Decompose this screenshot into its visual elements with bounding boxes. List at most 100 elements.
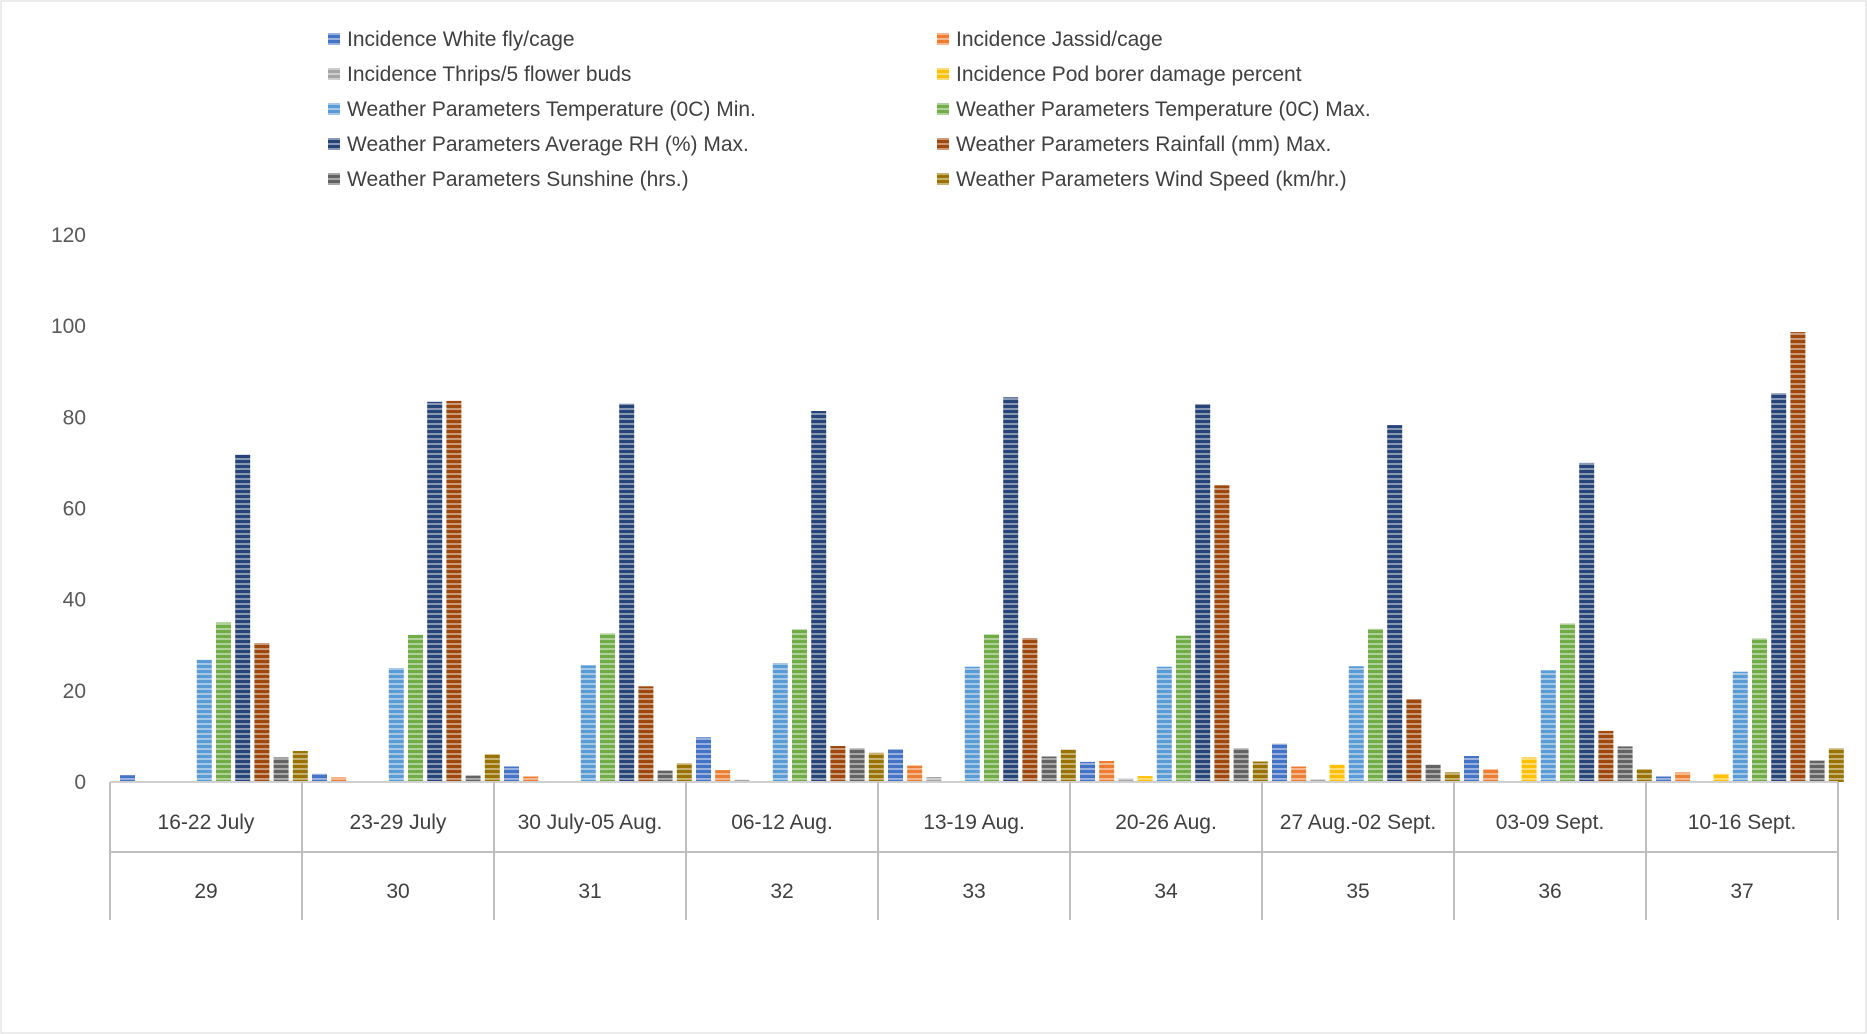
bar — [1041, 756, 1057, 782]
legend-swatch — [328, 33, 340, 45]
bar — [657, 770, 673, 782]
bar — [1060, 749, 1076, 782]
bar — [984, 634, 999, 782]
legend-label: Weather Parameters Wind Speed (km/hr.) — [956, 168, 1347, 191]
bar — [1387, 425, 1403, 782]
legend-entry: Weather Parameters Temperature (0C) Max. — [937, 98, 1371, 121]
legend-entry: Weather Parameters Sunshine (hrs.) — [328, 168, 689, 191]
bar — [1118, 778, 1134, 782]
bar — [830, 746, 846, 782]
bar — [1598, 730, 1614, 782]
bar — [772, 663, 788, 782]
bar — [1617, 746, 1633, 782]
bar — [446, 400, 462, 782]
legend-entry: Weather Parameters Wind Speed (km/hr.) — [937, 168, 1347, 191]
legend-label: Weather Parameters Temperature (0C) Min. — [347, 98, 756, 121]
bar — [1790, 332, 1806, 782]
legend-entry: Weather Parameters Temperature (0C) Min. — [328, 98, 756, 121]
bar — [1156, 666, 1172, 782]
bar — [696, 737, 711, 782]
bar — [1291, 766, 1307, 782]
bar — [1828, 748, 1844, 782]
bar — [734, 779, 750, 782]
bar — [254, 643, 270, 782]
bar — [1521, 757, 1537, 782]
legend-swatch — [328, 173, 340, 185]
x-week-label: 29 — [194, 880, 217, 903]
bar — [1732, 671, 1748, 782]
bar — [196, 659, 212, 782]
bar — [1483, 769, 1499, 782]
x-week-label: 37 — [1730, 880, 1753, 903]
bar — [1464, 756, 1479, 782]
bar — [1099, 761, 1115, 782]
bar — [1176, 635, 1191, 782]
bar — [504, 766, 519, 782]
bar — [523, 776, 539, 782]
bar — [1406, 699, 1422, 782]
bar — [1752, 638, 1767, 782]
bar — [408, 634, 423, 782]
y-tick-label: 40 — [63, 589, 86, 612]
legend-label: Incidence White fly/cage — [347, 28, 575, 51]
bar — [1233, 748, 1249, 782]
bar — [388, 668, 404, 782]
bar — [1080, 761, 1095, 782]
legend-swatch — [328, 68, 340, 80]
bar — [1310, 779, 1326, 782]
x-category-label: 27 Aug.-02 Sept. — [1280, 811, 1436, 834]
legend-swatch — [937, 173, 949, 185]
bar — [1540, 670, 1556, 782]
bar — [235, 454, 251, 782]
legend-swatch — [937, 138, 949, 150]
legend-entry: Weather Parameters Average RH (%) Max. — [328, 133, 749, 156]
bar — [292, 751, 308, 782]
bar — [1137, 776, 1153, 782]
bar — [926, 777, 942, 782]
x-week-label: 36 — [1538, 880, 1561, 903]
bar — [312, 773, 327, 782]
bar — [1560, 623, 1575, 782]
bar — [465, 775, 481, 782]
bar — [1713, 773, 1729, 782]
legend-swatch — [937, 68, 949, 80]
bar — [715, 770, 731, 782]
bar — [1272, 743, 1287, 782]
legend-entry: Incidence White fly/cage — [328, 28, 575, 51]
legend: Incidence White fly/cage Incidence Jassid… — [328, 28, 1371, 191]
legend-entry: Weather Parameters Rainfall (mm) Max. — [937, 133, 1331, 156]
x-category-label: 20-26 Aug. — [1115, 811, 1217, 834]
bar — [1809, 760, 1825, 782]
legend-label: Incidence Jassid/cage — [956, 28, 1163, 51]
bars — [120, 332, 1844, 782]
bar — [1252, 761, 1268, 782]
legend-swatch — [937, 33, 949, 45]
legend-label: Weather Parameters Rainfall (mm) Max. — [956, 133, 1331, 156]
x-axis: 16-22 July 29 23-29 July 30 30 July-05 Aug. 3… — [109, 781, 1839, 920]
bar — [1444, 772, 1460, 782]
legend-swatch — [937, 103, 949, 115]
y-tick-label: 60 — [63, 498, 86, 521]
x-week-label: 31 — [578, 880, 601, 903]
bar — [1425, 764, 1441, 782]
x-category-label: 30 July-05 Aug. — [518, 811, 663, 834]
legend-swatch — [328, 138, 340, 150]
y-tick-label: 20 — [63, 680, 86, 703]
y-axis: 0 20 40 60 80 100 120 — [51, 224, 86, 794]
bar — [427, 401, 443, 782]
legend-label: Weather Parameters Sunshine (hrs.) — [347, 168, 689, 191]
bar — [619, 403, 635, 782]
legend-label: Weather Parameters Temperature (0C) Max. — [956, 98, 1371, 121]
bar — [907, 765, 923, 782]
bar — [638, 686, 654, 782]
bar — [811, 411, 827, 782]
bar — [1214, 485, 1230, 782]
bar — [1003, 397, 1019, 782]
x-category-label: 23-29 July — [350, 811, 447, 834]
bar — [1579, 462, 1595, 782]
y-tick-label: 100 — [51, 315, 86, 338]
legend-label: Weather Parameters Average RH (%) Max. — [347, 133, 749, 156]
bar — [484, 754, 500, 782]
